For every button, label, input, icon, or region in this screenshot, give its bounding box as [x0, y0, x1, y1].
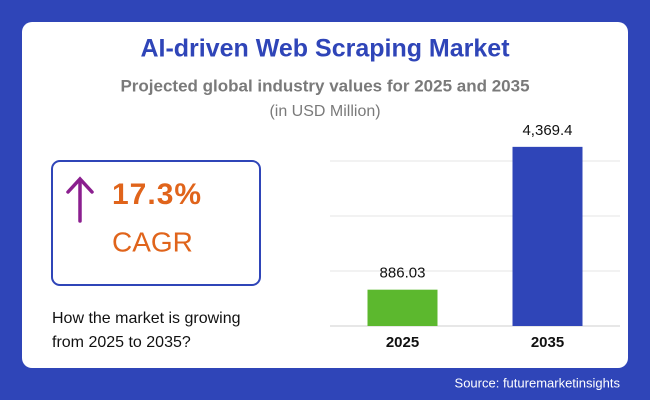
cagr-box	[51, 160, 261, 286]
cagr-label: CAGR	[112, 226, 193, 257]
value-label: 4,369.4	[522, 122, 572, 139]
unit-note: (in USD Million)	[269, 103, 380, 120]
bar	[512, 146, 583, 326]
source: Source: futuremarketinsights	[455, 375, 621, 390]
chart-title: AI-driven Web Scraping Market	[140, 35, 510, 63]
x-tick-label: 2025	[386, 334, 419, 351]
bar	[367, 289, 438, 326]
value-label: 886.03	[380, 265, 426, 282]
cagr-value: 17.3%	[112, 178, 202, 211]
up-arrow	[66, 176, 94, 223]
subtitle: Projected global industry values for 202…	[120, 76, 529, 95]
x-tick-label: 2035	[531, 334, 564, 351]
question-line: How the market is growing	[52, 310, 241, 327]
card	[22, 22, 628, 368]
question-line: from 2025 to 2035?	[52, 334, 191, 351]
